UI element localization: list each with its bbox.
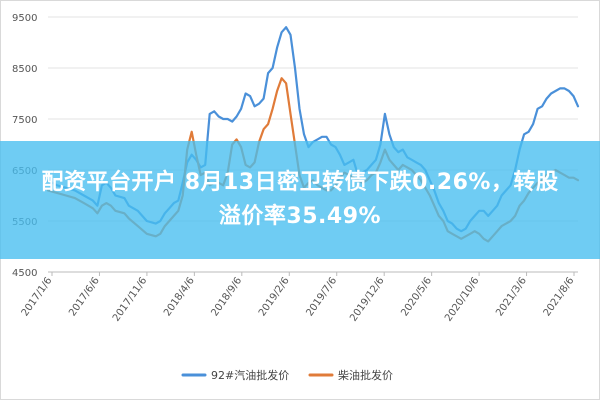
headline-banner: 配资平台开户 8月13日密卫转债下跌0.26%，转股 溢价率35.49% (0, 141, 600, 259)
legend-label: 92#汽油批发价 (211, 368, 289, 382)
x-tick-label: 2021/8/6 (542, 275, 577, 318)
chart-legend: 92#汽油批发价 柴油批发价 (181, 368, 393, 382)
legend-label: 柴油批发价 (338, 368, 393, 382)
x-tick-label: 2021/3/6 (494, 275, 529, 318)
x-tick-label: 2020/10/6 (443, 275, 481, 323)
headline-line-2: 溢价率35.49% (218, 204, 382, 229)
y-tick-label: 9500 (12, 13, 37, 24)
x-tick-label: 2017/6/6 (67, 275, 102, 318)
headline-line-1: 配资平台开户 8月13日密卫转债下跌0.26%，转股 (41, 170, 559, 195)
x-tick-label: 2017/1/6 (20, 275, 55, 318)
y-tick-label: 4500 (12, 268, 37, 279)
y-tick-label: 8500 (12, 64, 37, 75)
x-tick-label: 2019/7/6 (304, 275, 339, 318)
y-tick-label: 7500 (12, 115, 37, 126)
x-tick-label: 2020/5/6 (399, 275, 434, 318)
x-tick-label: 2017/11/6 (111, 275, 149, 323)
x-tick-label: 2019/2/6 (257, 275, 292, 318)
x-tick-label: 2018/9/6 (209, 275, 244, 318)
x-tick-label: 2018/4/6 (162, 275, 197, 318)
x-tick-label: 2019/12/6 (348, 275, 386, 323)
